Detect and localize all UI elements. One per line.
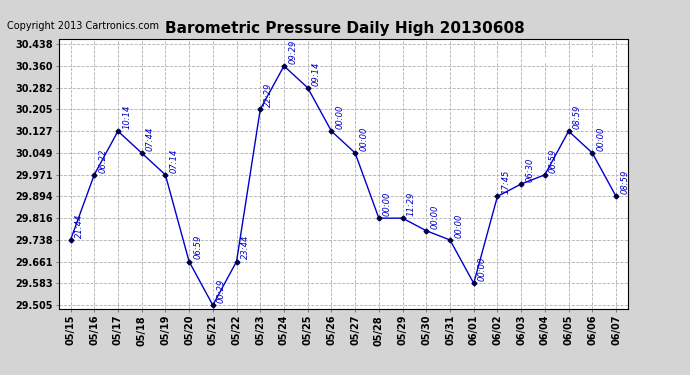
Text: 06:59: 06:59 [549,148,558,172]
Text: 07:14: 07:14 [170,148,179,172]
Text: 00:00: 00:00 [478,257,487,281]
Text: 00:00: 00:00 [454,213,463,238]
Text: 22:29: 22:29 [264,83,273,107]
Text: 00:00: 00:00 [596,126,606,151]
Text: 17:45: 17:45 [502,170,511,194]
Text: 09:14: 09:14 [312,61,321,86]
Text: 00:00: 00:00 [383,192,392,216]
Text: 06:30: 06:30 [525,158,534,182]
Text: Barometric Pressure Daily High 20130608: Barometric Pressure Daily High 20130608 [165,21,525,36]
Text: 21:44: 21:44 [75,213,83,238]
Text: 00:00: 00:00 [335,105,344,129]
Text: 06:22: 06:22 [99,148,108,172]
Text: 06:59: 06:59 [193,235,202,260]
Text: 08:59: 08:59 [620,170,629,194]
Text: 10:14: 10:14 [122,105,131,129]
Text: 08:59: 08:59 [573,105,582,129]
Text: 23:44: 23:44 [241,235,250,260]
Text: 00:00: 00:00 [359,126,368,151]
Text: Copyright 2013 Cartronics.com: Copyright 2013 Cartronics.com [7,21,159,31]
Text: 09:29: 09:29 [288,39,297,64]
Text: 07:44: 07:44 [146,126,155,151]
Text: 00:29: 00:29 [217,279,226,303]
Text: 11:29: 11:29 [406,192,416,216]
Text: 00:00: 00:00 [431,204,440,229]
